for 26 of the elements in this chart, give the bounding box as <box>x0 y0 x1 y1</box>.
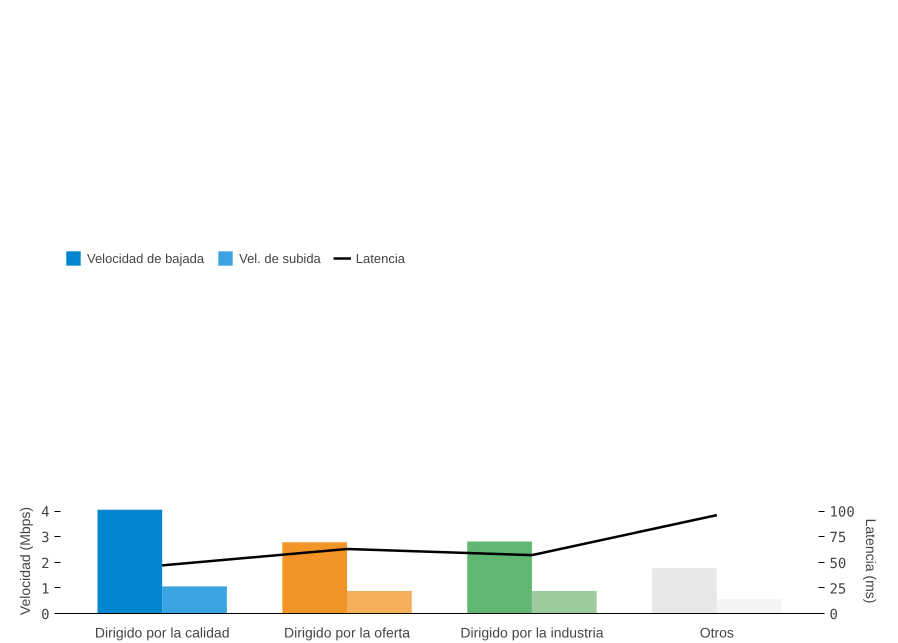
y-tick-label: 2 <box>41 556 50 572</box>
legend-label: Latencia <box>356 250 405 266</box>
y2-tick-label: 100 <box>830 504 855 521</box>
y-tick-label: 0 <box>41 607 50 623</box>
y-axis-title: Velocidad (Mbps) <box>17 506 34 616</box>
bar <box>347 590 412 614</box>
x-tick-label: Dirigido por la oferta <box>284 624 410 640</box>
legend-label: Velocidad de bajada <box>87 250 204 266</box>
y-tick-label: 3 <box>41 530 50 546</box>
x-tick-label: Otros <box>700 624 734 640</box>
line-series <box>160 514 718 567</box>
y2-tick-label: 75 <box>830 530 846 546</box>
y2-axis-title: Latencia (ms) <box>862 518 879 604</box>
legend-label: Vel. de subida <box>239 250 321 266</box>
y-tick-label: 1 <box>41 581 50 598</box>
bar <box>467 542 532 614</box>
x-tick-label: Dirigido por la industria <box>460 624 604 640</box>
y2-tick-label: 25 <box>830 581 846 598</box>
bar <box>162 586 227 614</box>
y2-tick-label: 0 <box>830 607 838 623</box>
y-tick-label: 4 <box>41 504 50 521</box>
bar <box>282 542 348 614</box>
x-tick-label: Dirigido por la calidad <box>94 624 230 640</box>
y2-tick-label: 50 <box>830 556 846 572</box>
bar <box>532 590 597 614</box>
bar <box>97 510 162 614</box>
